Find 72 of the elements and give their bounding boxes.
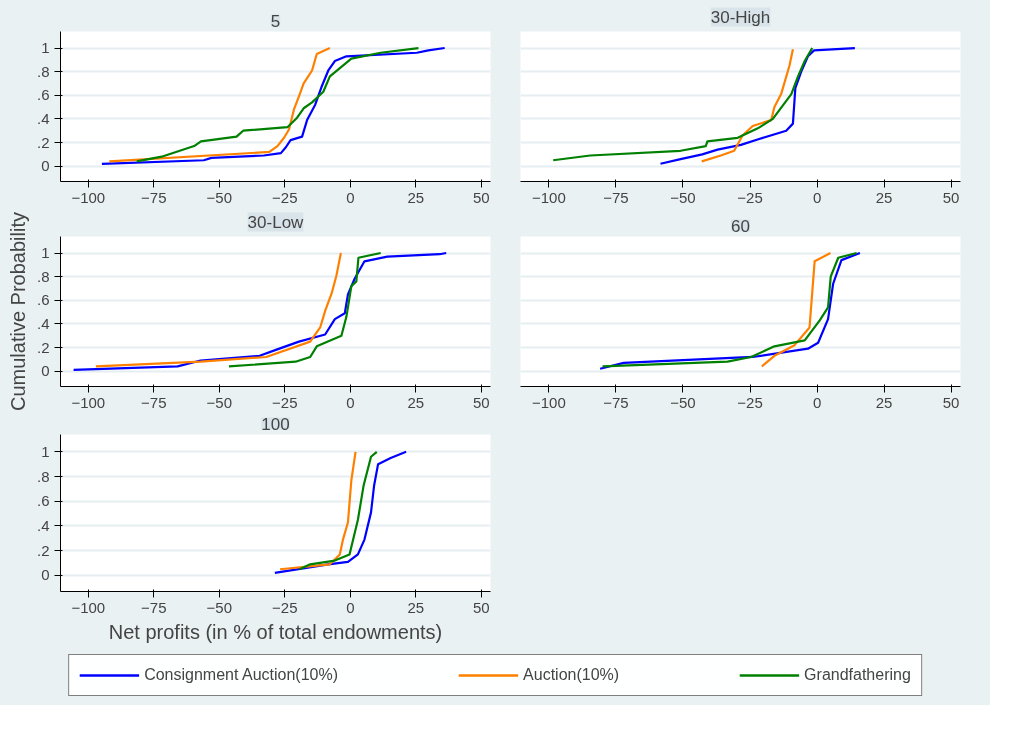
x-tick-label: −50 xyxy=(206,598,233,616)
y-tick-label: .4 xyxy=(36,516,50,534)
y-tick-label: 0 xyxy=(41,157,50,175)
x-tick-label: −100 xyxy=(532,188,566,206)
x-tick-label: −75 xyxy=(603,188,629,206)
y-tick-label: .6 xyxy=(36,492,50,510)
line-series xyxy=(108,46,331,163)
x-tick-label: 25 xyxy=(407,188,425,206)
x-tick-label: 50 xyxy=(472,188,490,206)
y-tick-label: .2 xyxy=(36,541,50,559)
y-tick-label: .8 xyxy=(36,267,50,285)
x-tick-label: −100 xyxy=(532,393,566,411)
chart-title: 5 xyxy=(270,11,281,31)
x-tick-label: 25 xyxy=(875,188,893,206)
x-tick-label: 0 xyxy=(346,188,355,206)
x-tick-label: −25 xyxy=(272,598,298,616)
y-tick-label: .2 xyxy=(36,338,50,356)
x-tick-label: 25 xyxy=(407,598,425,616)
x-tick-label: −50 xyxy=(670,188,696,206)
x-tick-label: −25 xyxy=(737,393,763,411)
line-series xyxy=(135,46,420,163)
x-tick-label: 50 xyxy=(472,393,490,411)
x-tick-label: −25 xyxy=(737,188,763,206)
y-tick-label: .2 xyxy=(36,133,50,151)
y-tick-label: 1 xyxy=(41,39,50,57)
legend-label: Consignment Auction(10%) xyxy=(144,666,339,684)
x-axis-title: Net profits (in % of total endowments) xyxy=(108,620,443,643)
x-tick-label: 50 xyxy=(942,393,960,411)
x-tick-label: −50 xyxy=(670,393,696,411)
y-tick-label: .8 xyxy=(36,62,50,80)
chart-title: 100 xyxy=(261,414,290,434)
y-tick-label: .6 xyxy=(36,86,50,104)
x-tick-label: −75 xyxy=(141,598,167,616)
line-series xyxy=(100,46,446,165)
legend-label: Grandfathering xyxy=(804,666,911,684)
x-tick-label: −50 xyxy=(206,188,233,206)
chart-title: 30-High xyxy=(710,7,771,27)
chart-title: 60 xyxy=(731,216,750,236)
x-tick-label: −25 xyxy=(272,188,298,206)
x-tick-label: −50 xyxy=(206,393,233,411)
x-tick-label: 0 xyxy=(812,393,822,411)
y-axis-title: Cumulative Probability xyxy=(6,212,29,411)
x-tick-label: 25 xyxy=(407,393,425,411)
y-tick-label: .8 xyxy=(36,467,50,485)
x-tick-label: −75 xyxy=(603,393,629,411)
x-tick-label: −100 xyxy=(71,598,106,616)
y-tick-label: .4 xyxy=(36,314,50,332)
x-tick-label: 50 xyxy=(472,598,490,616)
line-series xyxy=(72,251,448,372)
y-tick-label: 1 xyxy=(41,244,50,262)
x-tick-label: 0 xyxy=(346,393,355,411)
line-series xyxy=(278,450,357,571)
x-tick-label: −75 xyxy=(141,188,167,206)
x-tick-label: 0 xyxy=(346,598,355,616)
x-tick-label: 25 xyxy=(875,393,893,411)
x-tick-label: −100 xyxy=(71,393,106,411)
y-tick-label: 0 xyxy=(41,362,50,380)
x-tick-label: −25 xyxy=(272,393,298,411)
line-series xyxy=(227,251,382,368)
y-tick-label: .6 xyxy=(36,291,50,309)
x-tick-label: 50 xyxy=(942,188,960,206)
chart-title: 30-Low xyxy=(247,212,305,232)
x-tick-label: 0 xyxy=(812,188,822,206)
line-series xyxy=(298,450,378,571)
y-tick-label: 1 xyxy=(41,442,50,460)
line-series xyxy=(94,251,342,368)
y-tick-label: 0 xyxy=(41,566,50,584)
x-tick-label: −75 xyxy=(141,393,167,411)
y-tick-label: .4 xyxy=(36,109,50,127)
line-series xyxy=(273,450,408,575)
legend-label: Auction(10%) xyxy=(523,666,620,684)
x-tick-label: −100 xyxy=(71,188,106,206)
